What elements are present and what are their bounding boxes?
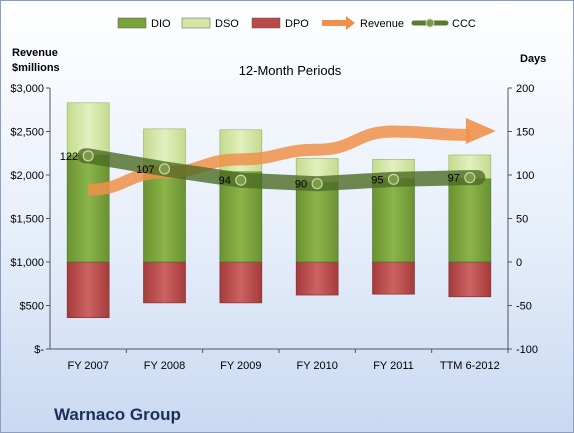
chart-title: 12-Month Periods bbox=[239, 63, 342, 78]
legend-item-dio: DIO bbox=[117, 17, 171, 30]
legend-label-dso: DSO bbox=[215, 18, 239, 30]
legend-swatch-dio bbox=[117, 17, 147, 29]
right-tick-label: -100 bbox=[516, 344, 538, 356]
revenue-arrowhead bbox=[465, 117, 496, 144]
ccc-point bbox=[387, 173, 400, 185]
ccc-point bbox=[464, 172, 476, 184]
left-tick-label: $1,000 bbox=[10, 257, 44, 269]
bar-dio bbox=[143, 166, 186, 263]
bar-dio bbox=[295, 181, 339, 263]
legend-label-revenue: Revenue bbox=[360, 18, 404, 30]
axes: $- $500 $1,000 $1,500 $2,000 $2,500 $3,000 -100… bbox=[10, 83, 538, 372]
right-tick-label: 200 bbox=[516, 83, 534, 95]
ccc-data-label: 122 bbox=[60, 151, 78, 163]
ccc-point bbox=[158, 163, 171, 175]
ccc-data-label: 107 bbox=[136, 164, 154, 176]
bar-dio bbox=[372, 178, 415, 263]
right-tick-label: 100 bbox=[516, 170, 534, 182]
ccc-line bbox=[77, 148, 486, 192]
right-tick-label: 0 bbox=[516, 257, 522, 269]
left-tick-label: $500 bbox=[20, 301, 44, 313]
ccc-point bbox=[311, 178, 323, 190]
legend-swatch-dpo bbox=[251, 17, 281, 29]
bar-dpo bbox=[219, 261, 263, 304]
x-tick-label: TTM 6-2012 bbox=[440, 360, 500, 372]
right-tick-label: 50 bbox=[516, 214, 528, 226]
legend-item-ccc: CCC bbox=[411, 18, 476, 30]
ccc-data-label: 90 bbox=[295, 179, 307, 191]
bar-dio bbox=[448, 178, 492, 263]
legend-swatch-dso bbox=[181, 17, 211, 29]
bar-dso bbox=[66, 102, 110, 156]
bar-dio bbox=[66, 154, 110, 263]
bar-dpo bbox=[143, 261, 186, 304]
ccc-series: 122 107 94 90 95 97 bbox=[60, 148, 486, 192]
left-tick-label: $2,500 bbox=[10, 127, 44, 139]
bar-dpo bbox=[448, 261, 492, 298]
ccc-data-label: 97 bbox=[448, 173, 460, 185]
ccc-point bbox=[235, 174, 247, 186]
ccc-data-label: 94 bbox=[219, 175, 231, 187]
left-tick-label: $3,000 bbox=[10, 83, 44, 95]
right-tick-label: 150 bbox=[516, 127, 534, 139]
x-tick-label: FY 2008 bbox=[144, 360, 185, 372]
x-tick-label: FY 2011 bbox=[373, 360, 414, 372]
legend-label-ccc: CCC bbox=[452, 18, 476, 30]
bar-dpo bbox=[295, 261, 339, 296]
ccc-data-label: 95 bbox=[371, 174, 383, 186]
left-tick-label: $- bbox=[34, 344, 44, 356]
legend-item-revenue: Revenue bbox=[322, 16, 404, 30]
company-name: Warnaco Group bbox=[54, 405, 181, 424]
x-tick-label: FY 2010 bbox=[296, 360, 337, 372]
legend-item-dpo: DPO bbox=[251, 17, 309, 30]
legend-label-dpo: DPO bbox=[285, 18, 309, 30]
left-tick-label: $1,500 bbox=[10, 214, 44, 226]
right-tick-label: -50 bbox=[516, 301, 532, 313]
right-axis-title: Days bbox=[520, 53, 546, 65]
legend-label-dio: DIO bbox=[151, 18, 171, 30]
legend: DIO DSO DPO Revenue CCC bbox=[117, 16, 476, 30]
left-axis-title-line1: Revenue bbox=[12, 47, 58, 59]
legend-swatch-revenue bbox=[322, 16, 355, 30]
ccc-point bbox=[82, 150, 94, 162]
legend-item-dso: DSO bbox=[181, 17, 239, 30]
x-tick-label: FY 2009 bbox=[220, 360, 261, 372]
left-tick-label: $2,000 bbox=[10, 170, 44, 182]
bar-dpo bbox=[66, 261, 110, 318]
legend-marker-ccc bbox=[425, 18, 435, 28]
bar-dpo bbox=[372, 261, 415, 295]
x-tick-label: FY 2007 bbox=[67, 360, 108, 372]
bar-dso bbox=[143, 128, 186, 167]
left-axis-title-line2: $millions bbox=[12, 62, 60, 74]
